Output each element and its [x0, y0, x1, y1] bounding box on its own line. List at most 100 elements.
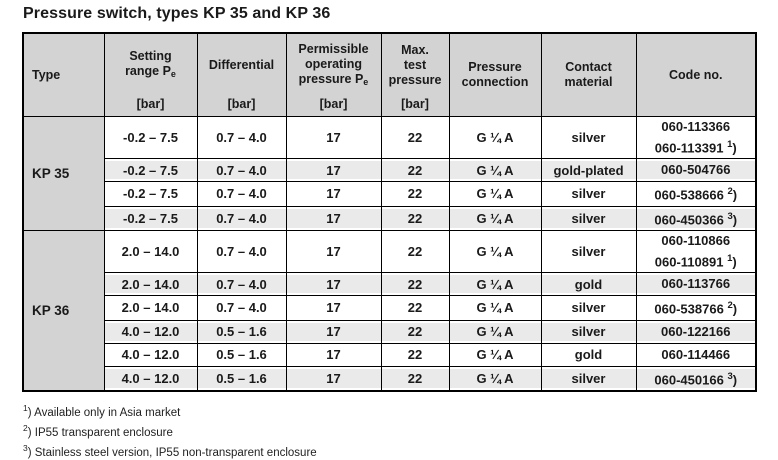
- cell-differential: 0.7 – 4.0: [196, 205, 287, 231]
- footnote: 2) IP55 transparent enclosure: [23, 422, 173, 439]
- footnote-marker: 2: [23, 422, 28, 433]
- cell-code: 060-538766 2): [635, 295, 757, 321]
- cell-differential: 0.5 – 1.6: [196, 365, 287, 392]
- col-header-code: Code no.: [635, 32, 757, 117]
- cell-contact: silver: [540, 229, 637, 274]
- cell-code: 060-450366 3): [635, 205, 757, 231]
- table-header: Type Setting range Pe [bar] Differential [bar…: [22, 32, 757, 117]
- cell-differential: 0.7 – 4.0: [196, 181, 287, 207]
- cell-operating_pressure: 17: [285, 295, 382, 321]
- subscript-label: e: [170, 69, 176, 79]
- cell-operating_pressure: 17: [285, 319, 382, 344]
- datasheet-page: Pressure switch, types KP 35 and KP 36 T…: [22, 5, 757, 460]
- cell-setting_range: -0.2 – 7.5: [103, 158, 198, 183]
- cell-operating_pressure: 17: [285, 342, 382, 367]
- cell-setting_range: 4.0 – 12.0: [103, 365, 198, 392]
- cell-setting_range: -0.2 – 7.5: [103, 205, 198, 231]
- unit-label: [bar]: [227, 97, 256, 111]
- cell-setting_range: 4.0 – 12.0: [103, 319, 198, 344]
- col-header-contact: Contact material: [540, 32, 637, 117]
- unit-label: [bar]: [319, 97, 348, 111]
- code-line: 060-110866: [661, 232, 731, 248]
- cell-contact: silver: [540, 115, 637, 160]
- cell-code: 060-504766: [635, 158, 757, 183]
- cell-operating_pressure: 17: [285, 229, 382, 274]
- cell-test_pressure: 22: [380, 365, 450, 392]
- footnote-marker: 2: [727, 186, 733, 198]
- cell-test_pressure: 22: [380, 319, 450, 344]
- cell-operating_pressure: 17: [285, 365, 382, 392]
- col-header-differential: Differential [bar]: [196, 32, 287, 117]
- code-line: 060-538766 2): [654, 300, 738, 317]
- cell-setting_range: 2.0 – 14.0: [103, 295, 198, 321]
- cell-code: 060-538666 2): [635, 181, 757, 207]
- cell-connection: G ¼ A: [448, 205, 542, 231]
- cell-operating_pressure: 17: [285, 181, 382, 207]
- cell-test_pressure: 22: [380, 181, 450, 207]
- cell-differential: 0.7 – 4.0: [196, 158, 287, 183]
- cell-setting_range: 2.0 – 14.0: [103, 272, 198, 297]
- cell-connection: G ¼ A: [448, 295, 542, 321]
- cell-test_pressure: 22: [380, 272, 450, 297]
- code-line: 060-122166: [661, 323, 731, 339]
- col-header-test_pressure: Max. test pressure [bar]: [380, 32, 450, 117]
- cell-setting_range: 2.0 – 14.0: [103, 229, 198, 274]
- cell-operating_pressure: 17: [285, 158, 382, 183]
- cell-connection: G ¼ A: [448, 342, 542, 367]
- col-header-connection: Pressure connection: [448, 32, 542, 117]
- cell-code: 060-450166 3): [635, 365, 757, 392]
- cell-operating_pressure: 17: [285, 272, 382, 297]
- footnote-marker: 3: [727, 370, 733, 382]
- cell-contact: silver: [540, 205, 637, 231]
- cell-connection: G ¼ A: [448, 158, 542, 183]
- code-line: 060-538666 2): [654, 186, 738, 203]
- cell-operating_pressure: 17: [285, 115, 382, 160]
- cell-differential: 0.7 – 4.0: [196, 115, 287, 160]
- cell-setting_range: -0.2 – 7.5: [103, 115, 198, 160]
- cell-code: 060-122166: [635, 319, 757, 344]
- cell-differential: 0.5 – 1.6: [196, 319, 287, 344]
- cell-contact: gold-plated: [540, 158, 637, 183]
- cell-test_pressure: 22: [380, 229, 450, 274]
- cell-test_pressure: 22: [380, 158, 450, 183]
- col-header-setting_range: Setting range Pe [bar]: [103, 32, 198, 117]
- cell-connection: G ¼ A: [448, 115, 542, 160]
- cell-contact: gold: [540, 342, 637, 367]
- code-line: 060-113766: [661, 276, 731, 292]
- code-line: 060-113366: [661, 119, 731, 134]
- cell-code: 060-114466: [635, 342, 757, 367]
- cell-test_pressure: 22: [380, 115, 450, 160]
- footnote-marker: 3: [727, 210, 733, 222]
- cell-connection: G ¼ A: [448, 181, 542, 207]
- cell-differential: 0.7 – 4.0: [196, 295, 287, 321]
- code-line: 060-450166 3): [654, 370, 738, 387]
- type-cell: KP 36: [22, 229, 105, 392]
- cell-differential: 0.7 – 4.0: [196, 272, 287, 297]
- footnotes: 1) Available only in Asia market 2) IP55 …: [22, 401, 755, 460]
- unit-label: [bar]: [401, 97, 429, 111]
- unit-label: [bar]: [136, 97, 165, 111]
- cell-setting_range: -0.2 – 7.5: [103, 181, 198, 207]
- cell-contact: silver: [540, 319, 637, 344]
- cell-code: 060-113766: [635, 272, 757, 297]
- cell-contact: silver: [540, 181, 637, 207]
- footnote-marker: 2: [727, 300, 733, 312]
- code-line: 060-110891 1): [654, 252, 737, 270]
- cell-test_pressure: 22: [380, 342, 450, 367]
- cell-connection: G ¼ A: [448, 319, 542, 344]
- cell-contact: silver: [540, 295, 637, 321]
- cell-connection: G ¼ A: [448, 272, 542, 297]
- footnote-marker: 1: [727, 139, 733, 150]
- cell-code: 060-110866 060-110891 1): [635, 229, 757, 274]
- type-cell: KP 35: [22, 116, 105, 231]
- code-line: 060-450366 3): [654, 210, 738, 227]
- footnote-marker: 1: [727, 252, 733, 264]
- cell-test_pressure: 22: [380, 205, 450, 231]
